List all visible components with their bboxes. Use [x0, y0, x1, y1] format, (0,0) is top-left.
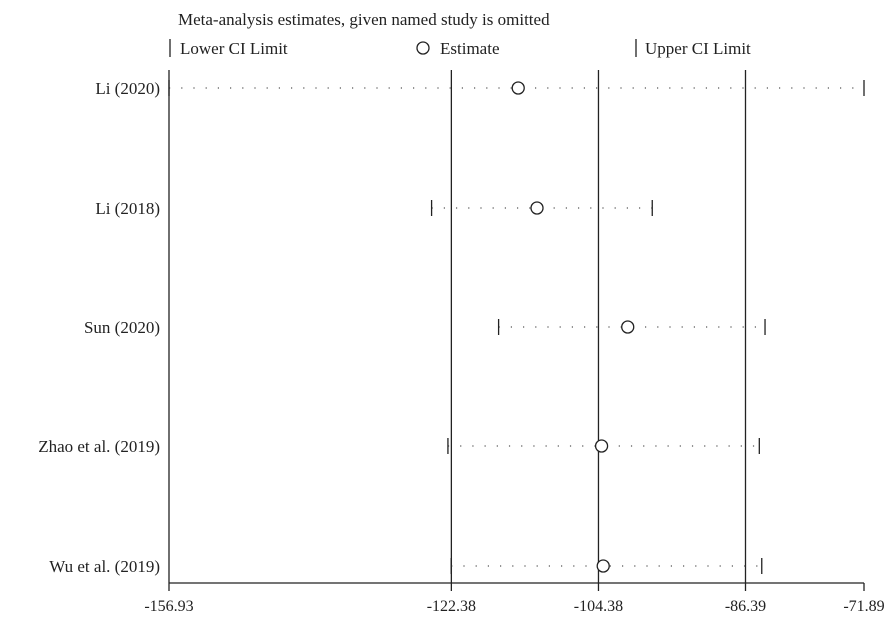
study-row: Li (2018) — [95, 199, 653, 218]
estimate-marker — [511, 81, 525, 95]
study-row: Sun (2020) — [84, 318, 766, 337]
plot-area: -156.93 -122.38 -104.38 -86.39 -71.89 Li (202… — [38, 70, 885, 615]
chart-title: Meta-analysis estimates, given named stu… — [178, 10, 550, 29]
legend: Lower CI Limit Estimate Upper CI Limit — [169, 39, 751, 58]
study-label: Wu et al. (2019) — [49, 557, 160, 576]
study-row: Wu et al. (2019) — [49, 557, 763, 576]
study-label: Li (2018) — [95, 199, 160, 218]
x-tick-label: -86.39 — [725, 598, 766, 615]
estimate-marker — [530, 201, 544, 215]
study-row: Zhao et al. (2019) — [38, 437, 760, 456]
x-tick-label: -104.38 — [574, 598, 623, 615]
study-label: Sun (2020) — [84, 318, 160, 337]
x-tick-label: -156.93 — [144, 598, 193, 615]
estimate-marker — [594, 439, 609, 453]
legend-estimate-marker — [416, 41, 430, 55]
legend-estimate-label: Estimate — [440, 39, 499, 58]
estimate-marker — [596, 559, 610, 573]
legend-lower-label: Lower CI Limit — [180, 39, 288, 58]
study-row: Li (2020) — [95, 79, 865, 98]
legend-upper-label: Upper CI Limit — [645, 39, 751, 58]
x-tick-label: -71.89 — [843, 598, 884, 615]
study-label: Zhao et al. (2019) — [38, 437, 160, 456]
x-tick-label: -122.38 — [427, 598, 476, 615]
estimate-marker — [621, 320, 635, 334]
study-label: Li (2020) — [95, 79, 160, 98]
